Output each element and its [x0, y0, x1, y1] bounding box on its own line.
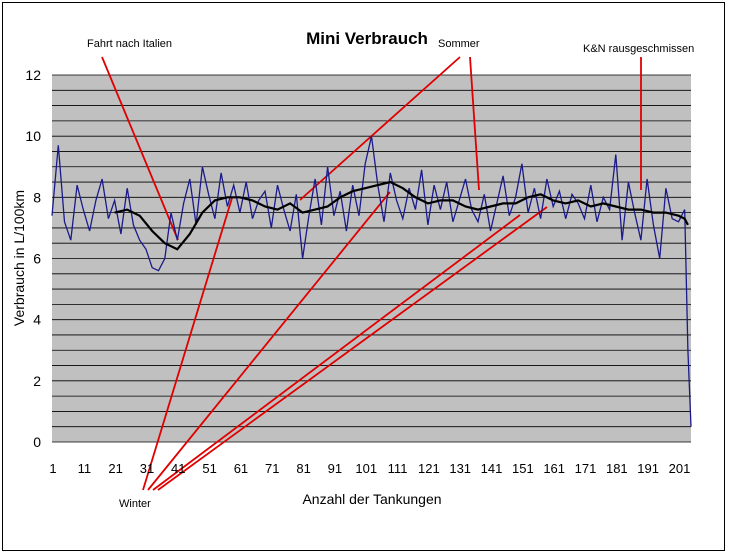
annotation-arrows [101, 56, 642, 491]
x-tick-label: 81 [296, 461, 310, 476]
annotation-arrow [152, 214, 521, 491]
annotation-arrow [101, 56, 179, 241]
x-tick-label: 131 [449, 461, 471, 476]
x-tick-label: 1 [49, 461, 56, 476]
x-tick-label: 151 [512, 461, 534, 476]
annotation-arrow [157, 206, 548, 491]
x-tick-label: 61 [234, 461, 248, 476]
x-tick-label: 201 [669, 461, 691, 476]
x-axis-label: Anzahl der Tankungen [302, 491, 441, 507]
annotation-arrow [142, 197, 233, 491]
x-tick-label: 141 [481, 461, 503, 476]
y-tick-label: 2 [33, 373, 41, 389]
gridlines [52, 74, 691, 443]
y-tick-label: 12 [25, 67, 41, 83]
x-tick-label: 161 [543, 461, 565, 476]
y-tick-label: 0 [33, 434, 41, 450]
x-tick-label: 41 [171, 461, 185, 476]
x-tick-label: 31 [140, 461, 154, 476]
x-tick-label: 171 [575, 461, 597, 476]
y-tick-labels: 0 2 4 6 8 10 12 [25, 67, 41, 450]
y-tick-label: 8 [33, 189, 41, 205]
x-tick-labels: 1 11 21 31 41 51 61 71 81 91 101 111 121 131 141 151 161… [49, 461, 690, 476]
x-tick-label: 111 [388, 461, 408, 476]
annotation-italien: Fahrt nach Italien [87, 38, 172, 50]
annotation-arrow [147, 191, 391, 491]
x-tick-label: 191 [637, 461, 659, 476]
x-tick-label: 101 [355, 461, 377, 476]
y-tick-label: 4 [33, 312, 41, 328]
y-axis-label: Verbrauch in L/100km [11, 190, 27, 326]
annotation-winter: Winter [119, 498, 151, 510]
x-tick-label: 11 [78, 461, 92, 476]
x-tick-label: 71 [265, 461, 279, 476]
annotation-sommer: Sommer [438, 38, 480, 50]
x-tick-label: 21 [108, 461, 122, 476]
raw-consumption-line [51, 136, 692, 427]
moving-average-line [114, 180, 689, 251]
chart-title: Mini Verbrauch [306, 29, 428, 48]
x-tick-label: 51 [202, 461, 216, 476]
x-tick-label: 91 [328, 461, 342, 476]
x-tick-label: 121 [418, 461, 440, 476]
annotation-arrow [469, 56, 480, 191]
y-tick-label: 10 [25, 128, 41, 144]
y-tick-label: 6 [33, 251, 41, 267]
annotation-kn: K&N rausgeschmissen [583, 43, 694, 55]
x-tick-label: 181 [606, 461, 628, 476]
